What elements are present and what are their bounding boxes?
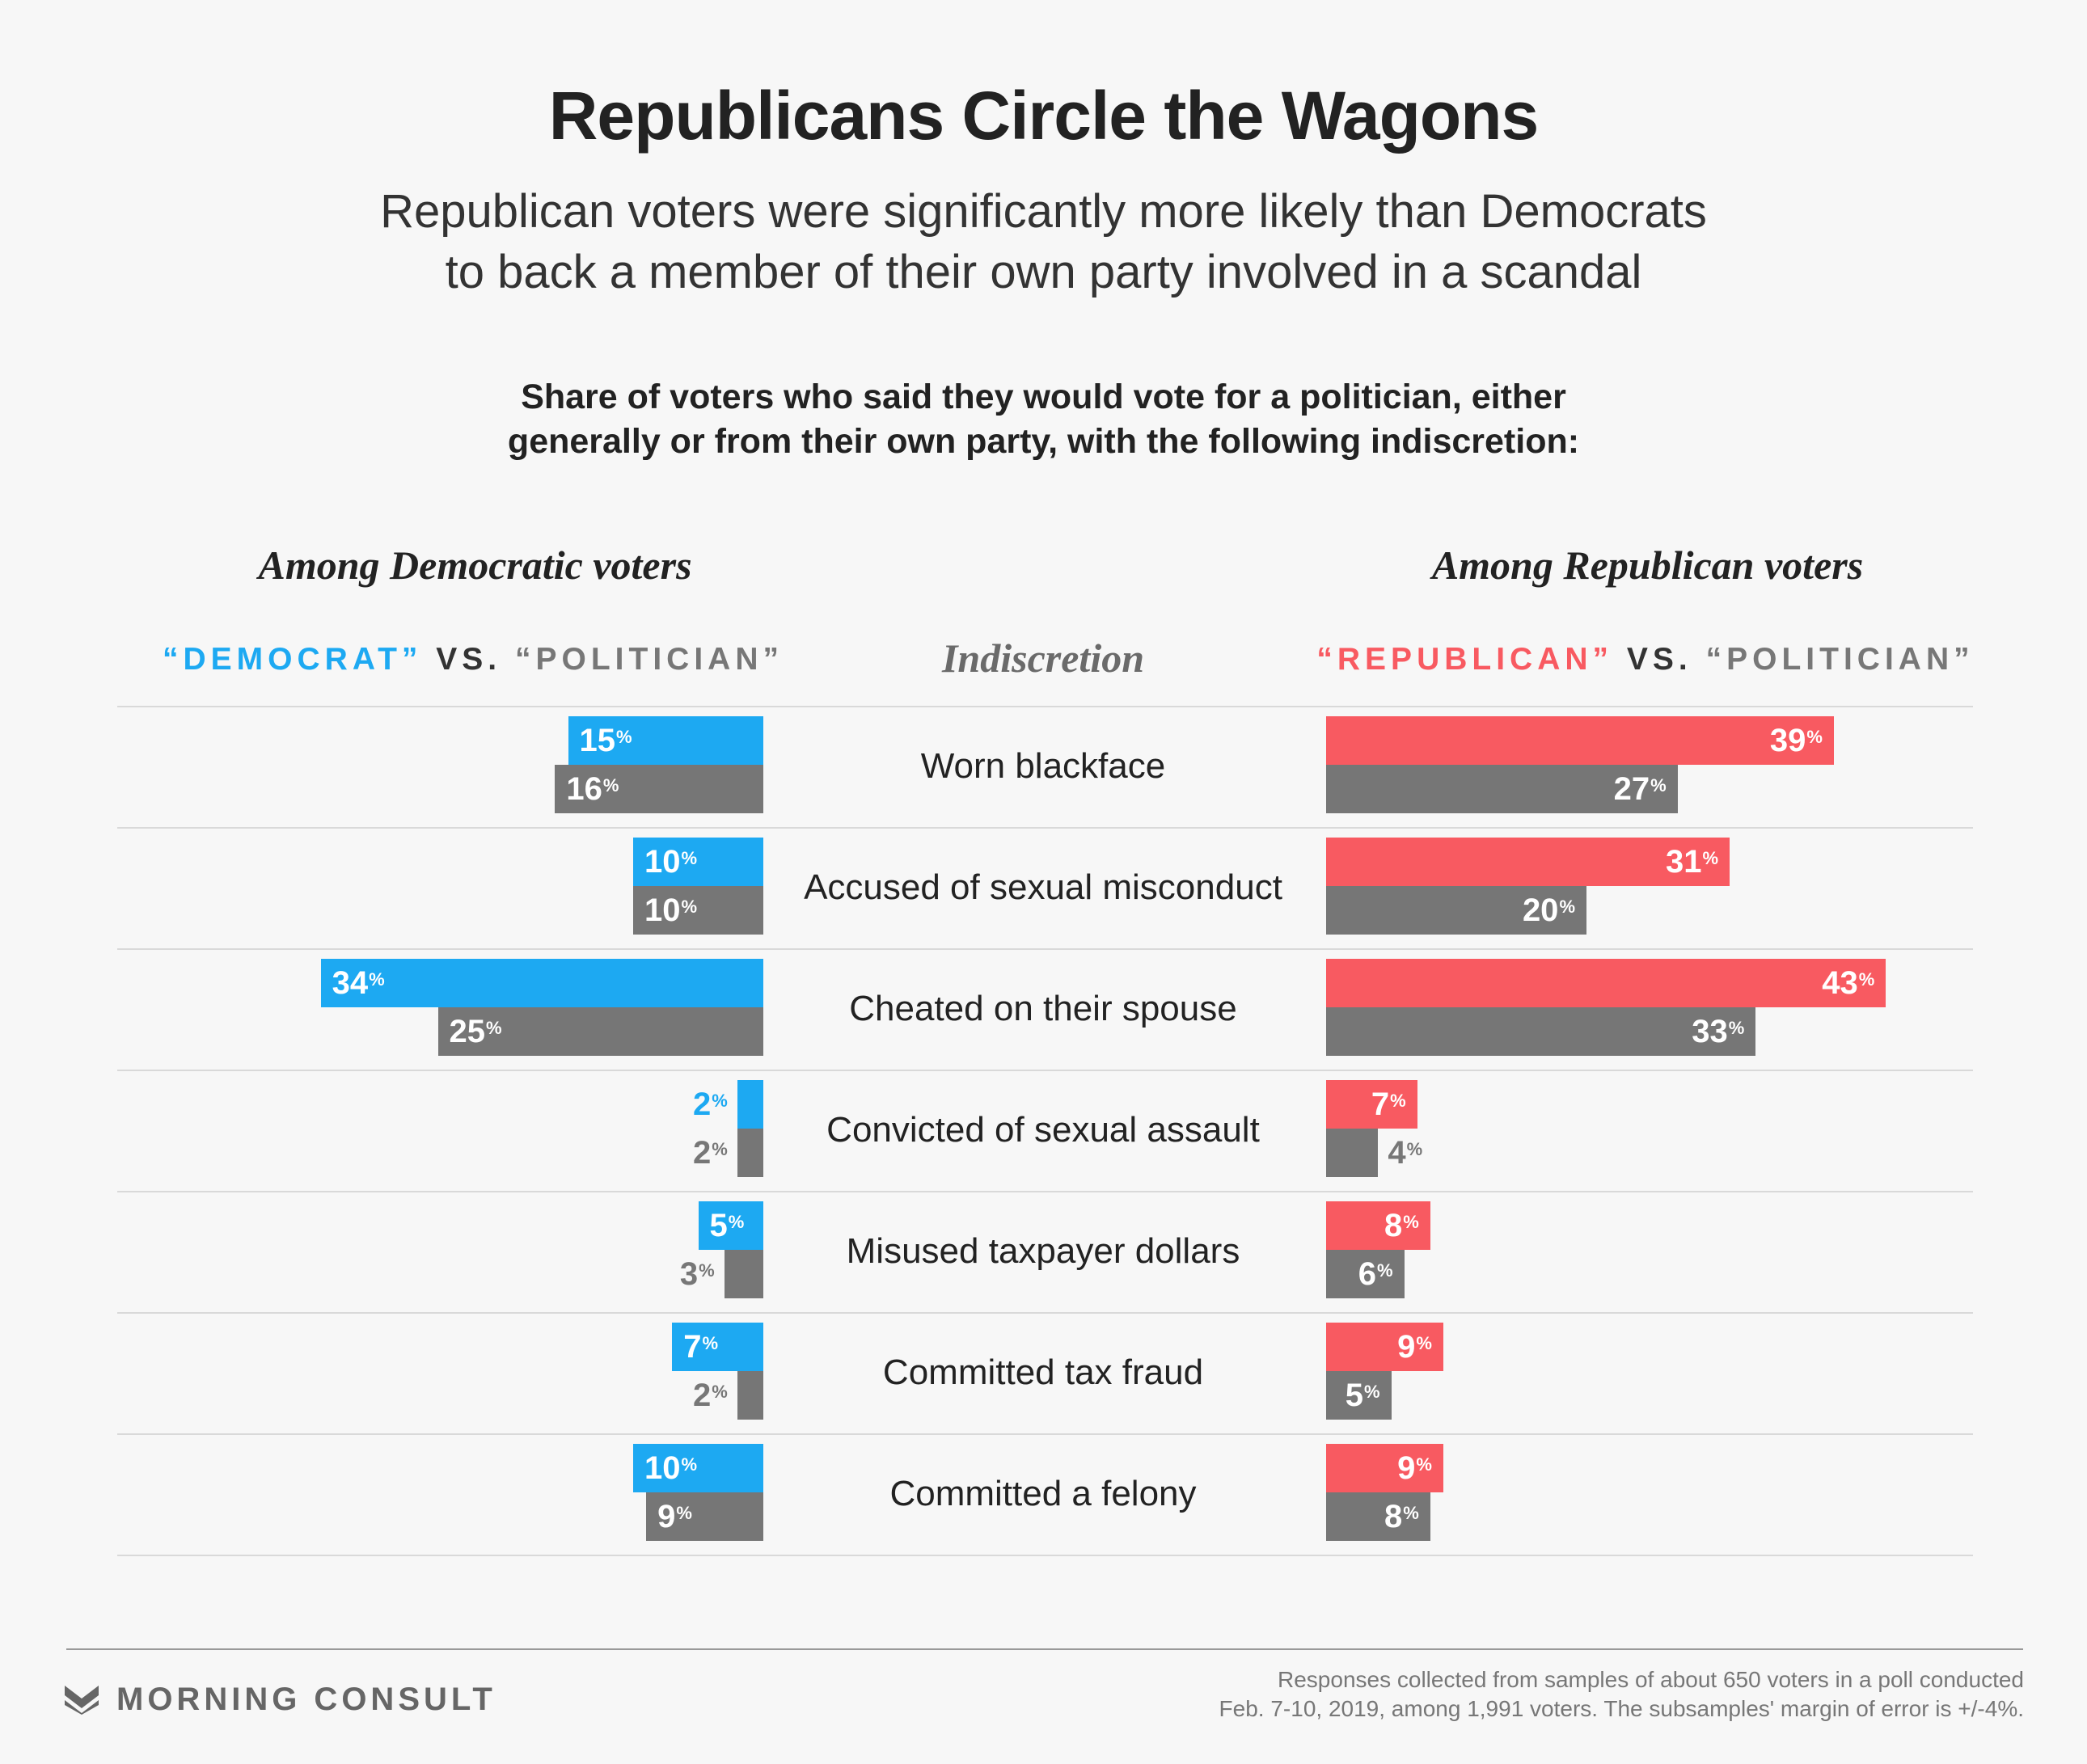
chart-title: Republicans Circle the Wagons [548,78,1539,154]
row-3-democrat-value-label: 34% [332,965,385,1001]
row-7-dem-politician-bar [646,1492,763,1541]
row-2-republican-bar [1326,838,1730,886]
legend-democrat: “DEMOCRAT” [163,642,423,677]
brand: MORNING CONSULT [65,1682,496,1718]
row-2-dem-politician-value-label: 10% [644,893,698,928]
row-6-republican-value-label: 9% [1397,1329,1432,1365]
row-7-republican-bar [1326,1444,1443,1492]
morning-consult-logo-icon [65,1685,99,1715]
row-7-republican-value-label: 9% [1397,1450,1432,1486]
row-3-dem-politician-bar [437,1007,763,1056]
row-4-republican-value-label: 7% [1371,1087,1406,1122]
row-3-indiscretion-label: Cheated on their spouse [849,989,1237,1028]
row-4-dem-politician-bar [737,1129,763,1177]
row-1-republican-value-label: 39% [1769,723,1823,758]
left-panel-title: Among Democratic voters [258,542,692,588]
row-7-rep-politician-bar [1326,1492,1430,1541]
row-6-democrat-value-label: 7% [683,1329,719,1365]
legend-politician-right: “POLITICIAN” [1705,642,1975,677]
row-5-republican-value-label: 8% [1384,1208,1419,1243]
row-1-republican-bar [1326,716,1834,765]
row-3-democrat-bar [320,959,763,1007]
row-1-democrat-value-label: 15% [579,723,632,758]
row-1-democrat-bar [568,716,763,765]
row-5-democrat-bar [698,1201,763,1250]
legend-republican: “REPUBLICAN” [1316,642,1614,677]
row-1-dem-politician-value-label: 16% [566,771,619,807]
row-5-rep-politician-value-label: 6% [1358,1256,1393,1292]
chart-area: 15% 16% 39% 27% Worn blackface 10% 10% 31% 20% Ac… [117,706,1973,1556]
row-4-divider [117,1191,1973,1192]
row-1-rep-politician-bar [1326,765,1678,813]
row-5-dem-politician-value-label: 3% [679,1256,715,1292]
row-7-democrat-value-label: 10% [644,1450,698,1486]
row-4-indiscretion-label: Convicted of sexual assault [826,1110,1260,1150]
row-6-dem-politician-value-label: 2% [693,1378,728,1413]
legend-vs-right: VS. [1626,642,1692,677]
row-6-rep-politician-value-label: 5% [1345,1378,1380,1413]
row-4-dem-politician-value-label: 2% [693,1135,728,1171]
indiscretion-header: Indiscretion [941,635,1145,681]
row-3-rep-politician-value-label: 33% [1692,1014,1745,1049]
footer-note-line-2: Feb. 7-10, 2019, among 1,991 voters. The… [1219,1696,2024,1721]
row-6-dem-politician-bar [737,1371,763,1420]
row-2-rep-politician-value-label: 20% [1522,893,1575,928]
right-panel-title: Among Republican voters [1431,542,1864,588]
row-7-divider [117,1555,1973,1556]
brand-name: MORNING CONSULT [116,1682,496,1717]
row-5-dem-politician-bar [724,1250,763,1298]
row-2-republican-value-label: 31% [1666,844,1719,880]
row-7-democrat-bar [633,1444,763,1492]
subtitle-line-2: to back a member of their own party invo… [445,246,1642,298]
row-4-republican-bar [1326,1080,1417,1129]
row-2-dem-politician-bar [633,886,763,935]
row-1-indiscretion-label: Worn blackface [920,746,1166,786]
subtitle-line-1: Republican voters were significantly mor… [380,185,1707,238]
row-3-divider [117,1070,1973,1071]
row-3-republican-value-label: 43% [1822,965,1875,1001]
row-3-republican-bar [1326,959,1886,1007]
row-7-rep-politician-value-label: 8% [1384,1499,1419,1534]
row-5-divider [117,1312,1973,1314]
row-5-indiscretion-label: Misused taxpayer dollars [846,1231,1240,1271]
row-1-divider [117,827,1973,829]
row-4-democrat-bar [737,1080,763,1129]
left-legend: “DEMOCRAT” VS. “POLITICIAN” [121,642,825,677]
footer-divider [66,1648,2023,1650]
row-6-divider [117,1433,1973,1435]
description-line-2: generally or from their own party, with … [507,422,1580,461]
row-5-democrat-value-label: 5% [709,1208,745,1243]
row-6-rep-politician-bar [1326,1371,1392,1420]
row-1-rep-politician-value-label: 27% [1613,771,1667,807]
right-legend: “REPUBLICAN” VS. “POLITICIAN” [1294,642,1997,677]
row-divider-top [117,706,1973,707]
row-4-democrat-value-label: 2% [693,1087,728,1122]
legend-politician-left: “POLITICIAN” [514,642,784,677]
row-4-rep-politician-bar [1326,1129,1379,1177]
row-3-dem-politician-value-label: 25% [449,1014,502,1049]
row-7-dem-politician-value-label: 9% [657,1499,692,1534]
row-2-democrat-bar [633,838,763,886]
row-2-indiscretion-label: Accused of sexual misconduct [804,867,1282,907]
description-line-1: Share of voters who said they would vote… [521,378,1566,416]
row-5-rep-politician-bar [1326,1250,1405,1298]
row-1-dem-politician-bar [555,765,763,813]
row-7-indiscretion-label: Committed a felony [889,1474,1197,1513]
row-6-democrat-bar [672,1323,763,1371]
row-4-rep-politician-value-label: 4% [1388,1135,1423,1171]
row-2-democrat-value-label: 10% [644,844,698,880]
row-3-rep-politician-bar [1326,1007,1756,1056]
row-2-divider [117,948,1973,950]
row-6-republican-bar [1326,1323,1443,1371]
row-6-indiscretion-label: Committed tax fraud [882,1353,1204,1392]
row-2-rep-politician-bar [1326,886,1586,935]
row-5-republican-bar [1326,1201,1430,1250]
legend-vs-left: VS. [436,642,502,677]
footer-note-line-1: Responses collected from samples of abou… [1278,1667,2024,1692]
